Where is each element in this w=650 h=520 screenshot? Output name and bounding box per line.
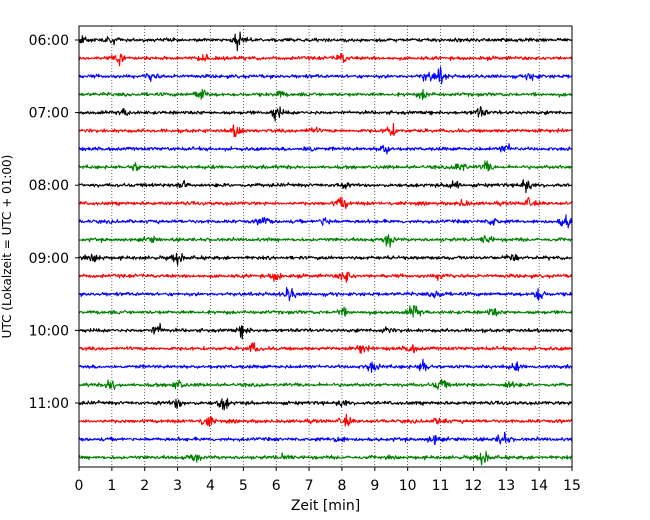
x-tick-label-1: 1 [107,478,116,494]
seismic-traces [78,31,573,466]
x-axis: 0 1 2 3 4 5 6 7 8 9 10 11 12 13 14 15 [75,467,581,494]
x-axis-title: Zeit [min] [291,498,360,514]
x-tick-label-13: 13 [497,478,515,494]
trace-1000 [78,322,573,340]
trace-1115 [78,413,573,427]
y-tick-label-0900: 09:00 [29,251,69,267]
trace-0845 [78,234,573,248]
x-tick-label-14: 14 [530,478,548,494]
x-tick-label-15: 15 [563,478,581,494]
x-tick-label-0: 0 [75,478,84,494]
plot-area-frame [78,25,573,468]
x-tick-label-7: 7 [305,478,314,494]
trace-1100 [78,397,573,411]
trace-0715 [78,122,573,138]
trace-0945 [78,305,573,318]
trace-1130 [78,431,573,446]
y-tick-label-0700: 07:00 [29,106,69,122]
x-tick-label-9: 9 [370,478,379,494]
x-tick-label-6: 6 [272,478,281,494]
trace-0700 [78,106,573,122]
y-axis: 06:00 07:00 08:00 09:00 10:00 11:00 [29,33,79,412]
trace-1145 [78,450,573,466]
x-tick-label-11: 11 [432,478,450,494]
trace-1045 [78,378,573,391]
trace-0730 [78,143,573,155]
trace-0800 [78,179,573,194]
trace-0615 [78,53,573,67]
trace-0830 [78,214,573,229]
y-axis-title: UTC (Lokalzeit = UTC + 01:00) [0,155,14,339]
trace-0915 [78,271,573,283]
trace-0645 [78,88,573,101]
x-tick-label-5: 5 [239,478,248,494]
trace-0630 [78,66,573,85]
x-tick-label-2: 2 [140,478,149,494]
trace-1030 [78,358,573,373]
trace-0930 [78,286,573,302]
trace-0900 [78,252,573,266]
trace-0815 [78,196,573,210]
trace-0600 [78,31,573,52]
x-tick-label-10: 10 [399,478,417,494]
y-tick-label-1100: 11:00 [29,396,69,412]
x-tick-label-12: 12 [464,478,482,494]
trace-0745 [78,160,573,172]
x-tick-label-4: 4 [206,478,215,494]
y-tick-label-0800: 08:00 [29,178,69,194]
x-tick-label-3: 3 [173,478,182,494]
y-tick-label-0600: 06:00 [29,33,69,49]
trace-1015 [78,342,573,354]
y-tick-label-1000: 10:00 [29,323,69,339]
x-tick-label-8: 8 [337,478,346,494]
